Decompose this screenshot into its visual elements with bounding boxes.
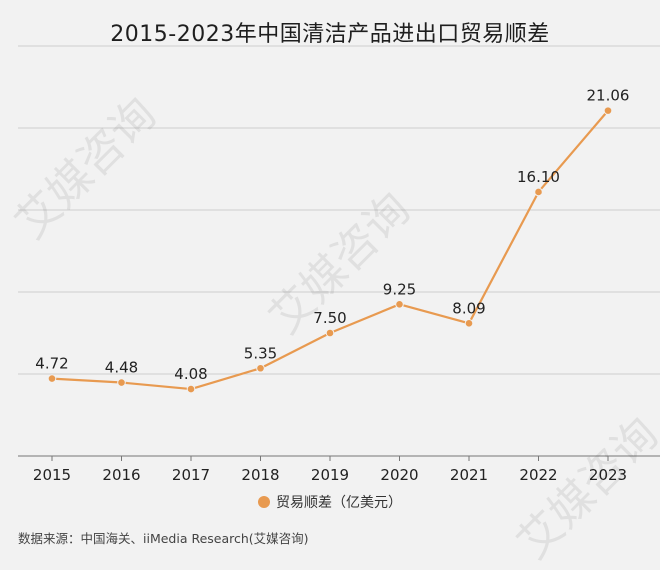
source-note: 数据来源：中国海关、iiMedia Research(艾媒咨询) — [18, 531, 309, 546]
x-tick-label: 2020 — [380, 466, 418, 484]
data-label: 4.08 — [174, 365, 207, 383]
data-point — [534, 187, 543, 197]
x-tick-label: 2015 — [33, 466, 71, 484]
data-point — [603, 106, 613, 115]
data-point — [256, 363, 265, 373]
series-group — [47, 106, 613, 394]
grid-lines — [18, 45, 660, 375]
data-label: 7.50 — [313, 309, 346, 327]
x-tick-label: 2022 — [519, 466, 557, 484]
legend-marker — [258, 496, 270, 508]
legend-label: 贸易顺差（亿美元） — [276, 495, 402, 511]
data-point — [186, 384, 196, 394]
x-tick-label: 2023 — [589, 466, 627, 484]
x-tick-label: 2018 — [241, 466, 279, 484]
data-label: 9.25 — [383, 280, 416, 298]
chart-title: 2015-2023年中国清洁产品进出口贸易顺差 — [110, 22, 550, 47]
legend: 贸易顺差（亿美元） — [0, 492, 660, 512]
x-tick-label: 2019 — [311, 466, 349, 484]
series-line — [51, 109, 609, 391]
data-label: 4.72 — [35, 355, 68, 373]
data-point — [325, 328, 335, 338]
data-label: 4.48 — [105, 359, 138, 377]
data-point — [47, 374, 57, 383]
x-tick-label: 2021 — [450, 466, 488, 484]
x-tick-label: 2016 — [102, 466, 140, 484]
data-point — [395, 300, 404, 309]
x-tick-labels: 2015 2016 2017 2018 2019 2020 2021 2022 2023 — [33, 466, 627, 484]
x-axis — [18, 455, 660, 461]
data-label: 16.10 — [517, 168, 560, 186]
data-point — [117, 378, 126, 387]
data-label: 8.09 — [452, 299, 485, 317]
data-labels: 4.72 4.48 4.08 5.35 7.50 9.25 8.09 16.10 21.06 — [35, 87, 629, 383]
data-label: 21.06 — [587, 87, 630, 105]
data-point — [464, 319, 474, 328]
data-label: 5.35 — [244, 344, 277, 362]
x-tick-label: 2017 — [172, 466, 210, 484]
